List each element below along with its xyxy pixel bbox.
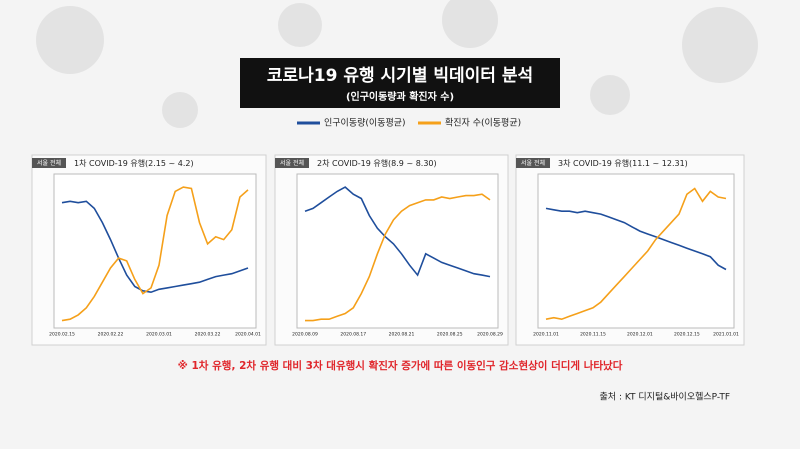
x-tick-label: 2020.08.29 (477, 332, 503, 338)
x-tick-label: 2020.08.09 (292, 332, 318, 338)
panel-tag-label: 서울 전체 (280, 159, 304, 167)
plot-area (53, 173, 257, 329)
plot-area (537, 173, 735, 329)
source: 출처 : KT 디지털&바이오헬스P-TF (600, 391, 730, 403)
title: 코로나19 유행 시기별 빅데이터 분석 (267, 66, 533, 86)
panel-title: 2차 COVID-19 유행(8.9 ~ 8.30) (317, 158, 437, 168)
x-tick-label: 2020.08.21 (389, 332, 415, 338)
x-tick-label: 2020.04.01 (235, 332, 261, 338)
series-line (61, 186, 249, 322)
x-tick-label: 2020.08.25 (437, 332, 463, 338)
x-tick-label: 2020.11.01 (533, 332, 559, 338)
panel-tag (32, 158, 66, 168)
legend-label: 인구이동량(이동평균) (324, 117, 406, 129)
panel-tag-label: 서울 전체 (521, 159, 545, 167)
x-tick-label: 2020.11.15 (580, 332, 606, 338)
x-tick-label: 2020.12.15 (674, 332, 700, 338)
x-tick-label: 2020.03.22 (195, 332, 221, 338)
x-tick-label: 2020.03.01 (146, 332, 172, 338)
title-box (240, 58, 560, 108)
x-tick-label: 2020.08.17 (340, 332, 366, 338)
panel-tag (275, 158, 309, 168)
plot-area (296, 173, 499, 329)
panel-title: 3차 COVID-19 유행(11.1 ~ 12.31) (558, 158, 688, 168)
x-tick-label: 2020.02.15 (49, 332, 75, 338)
panel-tag-label: 서울 전체 (37, 159, 61, 167)
series-line (304, 186, 491, 278)
series-line (545, 187, 727, 321)
panel-title: 1차 COVID-19 유행(2.15 ~ 4.2) (74, 158, 194, 168)
series-line (305, 193, 491, 322)
series-line (61, 200, 249, 294)
x-tick-label: 2021.01.01 (713, 332, 739, 338)
series-line (545, 207, 727, 271)
subtitle: (인구이동량과 확진자 수) (346, 90, 454, 103)
x-tick-label: 2020.12.01 (627, 332, 653, 338)
virus-decoration (36, 0, 758, 128)
panel-tag (516, 158, 550, 168)
legend-label: 확진자 수(이동평균) (445, 117, 521, 129)
x-tick-label: 2020.02.22 (98, 332, 124, 338)
note: ※ 1차 유행, 2차 유행 대비 3차 대유행시 확진자 증가에 따른 이동인… (178, 359, 623, 372)
